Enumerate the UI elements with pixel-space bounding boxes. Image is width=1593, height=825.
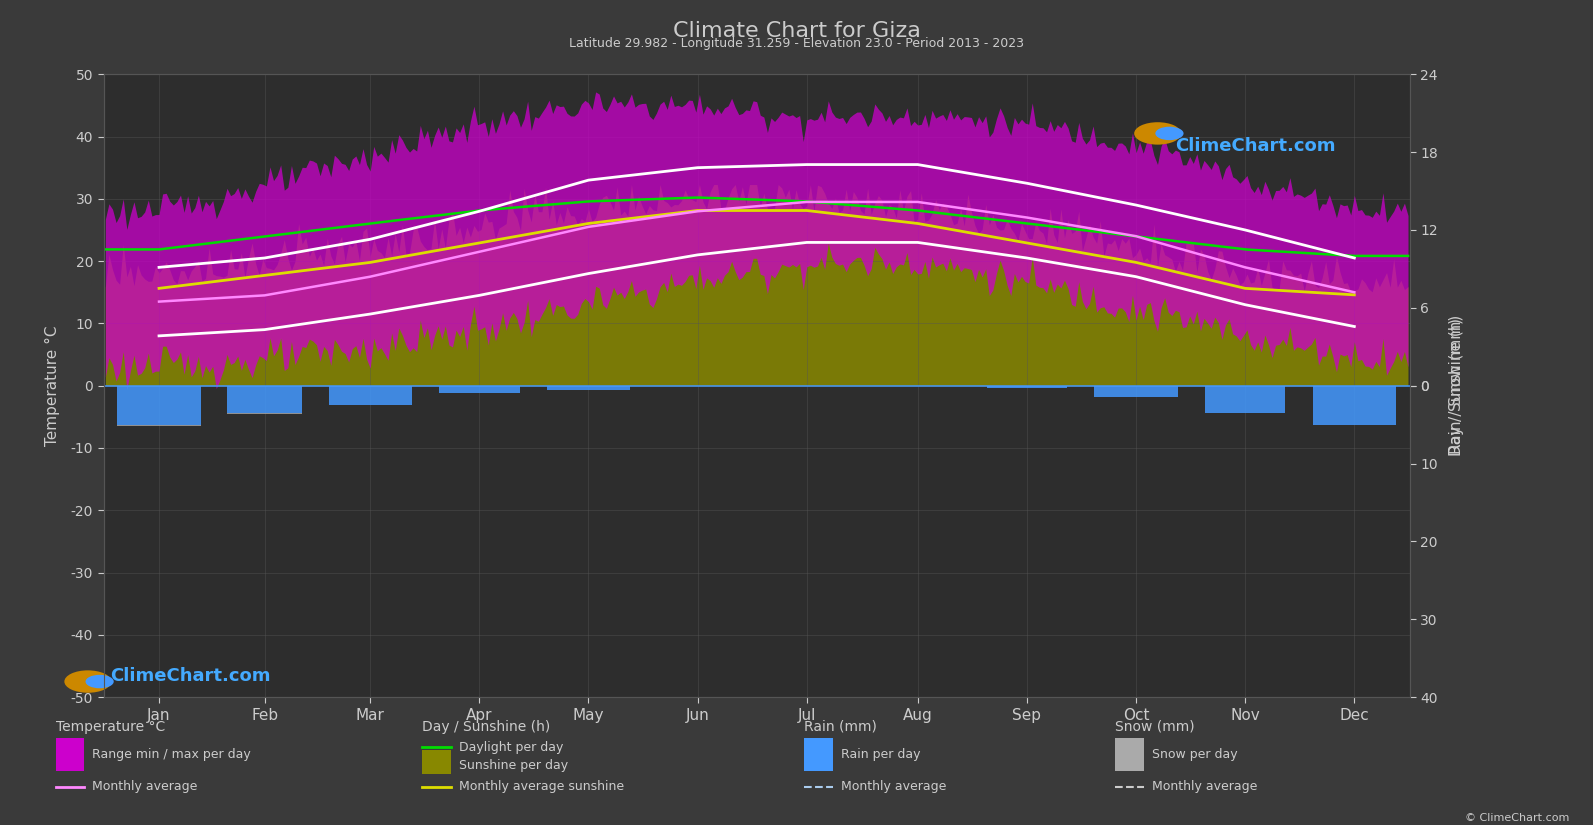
Text: Monthly average: Monthly average (1152, 780, 1257, 793)
Text: Rain (mm): Rain (mm) (804, 720, 878, 734)
Text: Snow per day: Snow per day (1152, 748, 1238, 761)
Bar (328, 386, 411, 405)
Bar (804, 738, 833, 771)
Text: Day / Sunshine (h): Day / Sunshine (h) (422, 720, 551, 734)
Text: ClimeChart.com: ClimeChart.com (110, 667, 271, 685)
Text: © ClimeChart.com: © ClimeChart.com (1464, 813, 1569, 823)
Text: Range min / max per day: Range min / max per day (92, 748, 252, 761)
Text: Monthly average sunshine: Monthly average sunshine (459, 780, 624, 793)
Bar (1204, 386, 1286, 413)
Bar (440, 386, 519, 394)
Bar (1115, 738, 1144, 771)
Text: Snow (mm): Snow (mm) (1115, 720, 1195, 734)
Text: Temperature °C: Temperature °C (56, 720, 166, 734)
Circle shape (1155, 127, 1184, 140)
Text: Daylight per day: Daylight per day (459, 741, 564, 754)
Bar (228, 386, 303, 413)
Bar (118, 425, 201, 427)
Text: Climate Chart for Giza: Climate Chart for Giza (672, 21, 921, 40)
Text: Latitude 29.982 - Longitude 31.259 - Elevation 23.0 - Period 2013 - 2023: Latitude 29.982 - Longitude 31.259 - Ele… (569, 37, 1024, 50)
Text: ClimeChart.com: ClimeChart.com (1174, 136, 1335, 154)
Bar (1313, 386, 1395, 425)
Bar (422, 750, 451, 774)
Bar (1094, 386, 1177, 398)
Circle shape (64, 671, 112, 693)
Y-axis label: Rain / Snow (mm): Rain / Snow (mm) (1450, 318, 1464, 454)
Bar (118, 386, 201, 425)
Bar (56, 738, 84, 771)
Text: Monthly average: Monthly average (841, 780, 946, 793)
Y-axis label: Temperature °C: Temperature °C (45, 325, 59, 446)
Text: Sunshine per day: Sunshine per day (459, 759, 569, 771)
Bar (546, 386, 631, 389)
Text: Rain per day: Rain per day (841, 748, 921, 761)
Circle shape (86, 675, 113, 688)
Y-axis label: Day / Sunshine (h): Day / Sunshine (h) (1450, 315, 1464, 456)
Bar (986, 386, 1067, 388)
Circle shape (1134, 122, 1182, 144)
Text: Monthly average: Monthly average (92, 780, 198, 793)
